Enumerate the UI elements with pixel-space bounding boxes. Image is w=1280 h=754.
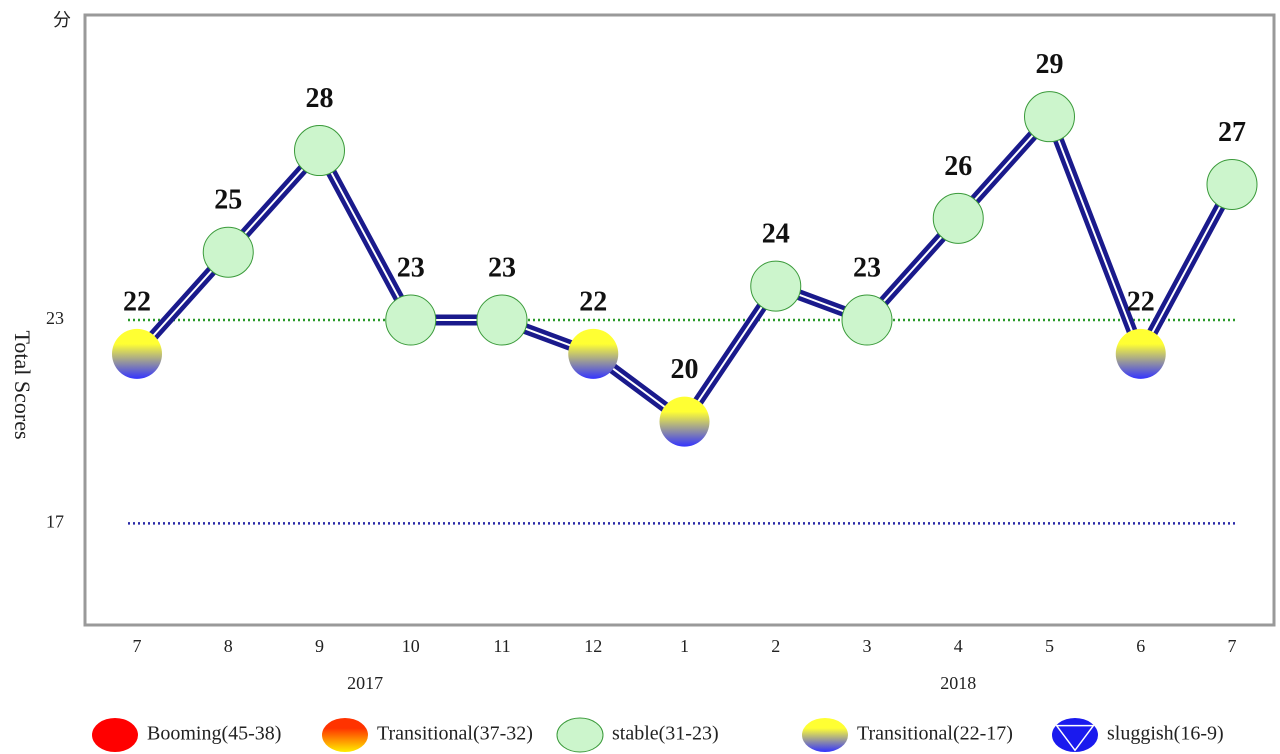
legend-marker <box>322 718 368 752</box>
data-label: 26 <box>944 151 972 182</box>
x-tick-label: 4 <box>954 636 963 656</box>
legend-symbol <box>1055 724 1095 752</box>
y-unit: 分 <box>53 10 71 30</box>
data-label: 24 <box>762 219 790 250</box>
year-label: 2017 <box>347 673 383 693</box>
data-label: 22 <box>1127 286 1155 317</box>
legend-marker <box>556 717 604 753</box>
data-point <box>202 226 254 278</box>
legend-label: sluggish(16-9) <box>1107 723 1224 745</box>
data-label: 27 <box>1218 117 1246 148</box>
legend-marker <box>92 718 138 752</box>
data-point <box>1024 91 1075 143</box>
x-tick-label: 11 <box>493 636 510 656</box>
legend-label: Transitional(22-17) <box>857 723 1013 745</box>
x-tick-label: 3 <box>863 636 872 656</box>
data-label: 22 <box>579 286 607 317</box>
data-point <box>932 192 984 244</box>
data-point <box>659 396 710 447</box>
data-label: 28 <box>306 83 334 114</box>
x-tick-label: 8 <box>224 636 233 656</box>
legend-label: Transitional(37-32) <box>377 723 533 745</box>
data-label: 22 <box>123 286 151 317</box>
y-tick-label: 17 <box>46 511 64 531</box>
data-label: 23 <box>853 252 881 283</box>
y-tick-label: 23 <box>46 308 64 328</box>
data-point <box>568 328 619 379</box>
x-tick-label: 5 <box>1045 636 1054 656</box>
data-point <box>1206 158 1258 210</box>
data-point <box>841 294 893 346</box>
data-point <box>750 260 802 312</box>
plot-frame <box>83 13 1276 627</box>
legend-label: stable(31-23) <box>612 723 719 745</box>
data-label: 23 <box>488 252 516 283</box>
x-tick-label: 6 <box>1136 636 1145 656</box>
data-label: 25 <box>214 185 242 216</box>
data-point <box>294 125 345 177</box>
x-tick-label: 7 <box>133 636 142 656</box>
legend-label: Booming(45-38) <box>147 723 281 745</box>
y-axis-label: Total Scores <box>10 330 35 439</box>
x-tick-label: 9 <box>315 636 324 656</box>
x-tick-label: 10 <box>402 636 420 656</box>
x-tick-label: 2 <box>771 636 780 656</box>
data-label: 20 <box>671 354 699 385</box>
data-point <box>112 328 162 379</box>
data-label: 29 <box>1036 49 1064 80</box>
data-point <box>1115 328 1166 379</box>
legend-marker <box>1052 718 1098 752</box>
x-tick-label: 1 <box>680 636 689 656</box>
data-label: 23 <box>397 252 425 283</box>
x-tick-label: 12 <box>584 636 602 656</box>
year-label: 2018 <box>940 673 976 693</box>
x-tick-label: 7 <box>1228 636 1237 656</box>
data-point <box>476 294 528 346</box>
legend-marker <box>802 718 848 752</box>
data-point <box>385 294 437 346</box>
